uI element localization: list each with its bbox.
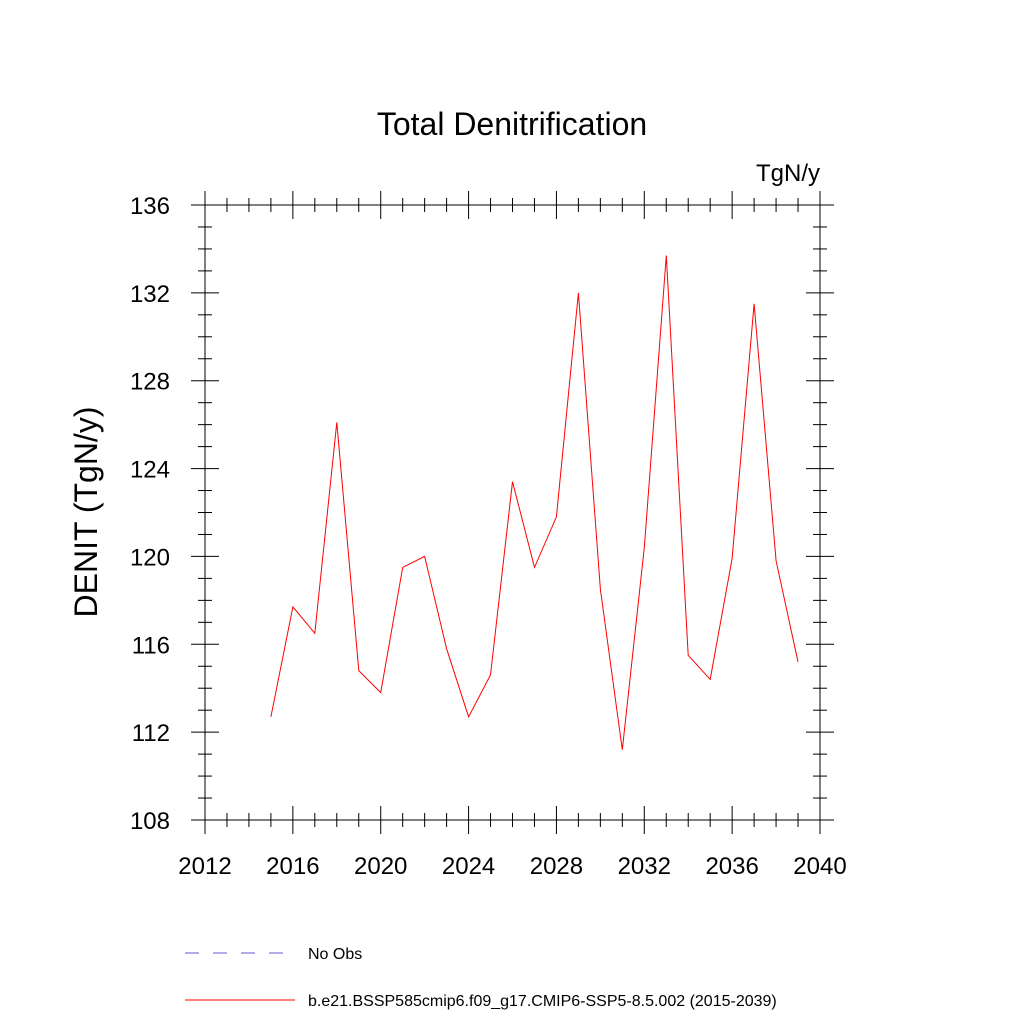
x-tick-label: 2028 <box>530 853 583 880</box>
x-tick-label: 2012 <box>178 853 231 880</box>
x-tick-label: 2020 <box>354 853 407 880</box>
x-tick-label: 2036 <box>705 853 758 880</box>
series-lines <box>270 255 799 750</box>
x-tick-labels: 2012 2016 2020 2024 2028 2032 2036 2040 <box>178 853 846 880</box>
y-tick-label: 116 <box>132 632 170 659</box>
y-tick-label: 124 <box>130 457 170 484</box>
chart-title: Total Denitrification <box>377 106 647 142</box>
y-tick-label: 128 <box>130 369 170 396</box>
units-label: TgN/y <box>756 160 820 187</box>
y-tick-labels: 108 112 116 120 124 128 132 136 <box>130 193 170 835</box>
x-tick-label: 2040 <box>793 853 846 880</box>
legend-label-model: b.e21.BSSP585cmip6.f09_g17.CMIP6-SSP5-8.… <box>308 993 777 1010</box>
y-tick-label: 108 <box>130 808 170 835</box>
x-tick-label: 2024 <box>442 853 495 880</box>
series-line <box>270 255 799 750</box>
y-tick-label: 112 <box>132 720 170 747</box>
y-tick-label: 132 <box>130 281 170 308</box>
legend-label-no-obs: No Obs <box>308 946 362 963</box>
x-tick-label: 2016 <box>266 853 319 880</box>
legend: No Obs b.e21.BSSP585cmip6.f09_g17.CMIP6-… <box>185 946 777 1010</box>
y-tick-label: 136 <box>130 193 170 220</box>
plot-frame <box>204 204 821 821</box>
axis-ticks <box>191 191 834 834</box>
y-tick-label: 120 <box>130 544 170 571</box>
y-axis-label: DENIT (TgN/y) <box>68 407 104 618</box>
x-tick-label: 2032 <box>618 853 671 880</box>
